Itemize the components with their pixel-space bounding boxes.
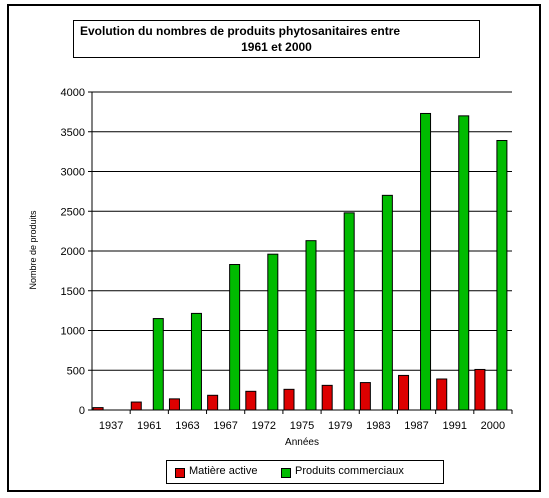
- legend-swatch-green: [281, 468, 291, 478]
- y-tick-label: 500: [67, 365, 85, 377]
- y-tick-label: 0: [79, 405, 85, 417]
- bar-matiere-active: [359, 382, 371, 411]
- y-tick-label: 2000: [61, 246, 85, 258]
- x-tick-label: 1967: [213, 420, 237, 432]
- x-tick-label: 1961: [137, 420, 161, 432]
- x-tick-label: 1991: [442, 420, 466, 432]
- y-axis-label: Nombre de produits: [28, 210, 38, 290]
- bar-matiere-active: [283, 388, 295, 411]
- y-tick-label: 1500: [61, 286, 85, 298]
- x-tick-label: 1972: [252, 420, 276, 432]
- y-tick-label: 3000: [61, 167, 85, 179]
- bar-produits-commerciaux: [190, 312, 202, 411]
- bar-produits-commerciaux: [343, 212, 355, 411]
- bar-matiere-active: [130, 401, 142, 411]
- bar-produits-commerciaux: [381, 194, 393, 411]
- bar-matiere-active: [207, 394, 219, 411]
- bar-produits-commerciaux: [420, 112, 432, 411]
- x-tick-label: 1937: [99, 420, 123, 432]
- bar-matiere-active: [436, 378, 448, 411]
- bar-produits-commerciaux: [458, 115, 470, 411]
- bar-produits-commerciaux: [496, 139, 508, 411]
- y-tick-label: 3500: [61, 127, 85, 139]
- legend-label: Matière active: [189, 465, 258, 477]
- bar-produits-commerciaux: [305, 240, 317, 411]
- legend: Matière active Produits commerciaux: [166, 460, 444, 484]
- chart-title-line2: 1961 et 2000: [241, 40, 312, 54]
- bar-matiere-active: [474, 368, 486, 411]
- y-tick-label: 1000: [61, 326, 85, 338]
- x-tick-label: 1963: [175, 420, 199, 432]
- chart-title-line1: Evolution du nombres de produits phytosa…: [80, 24, 401, 38]
- bar-matiere-active: [321, 384, 333, 411]
- bar-matiere-active: [245, 390, 257, 411]
- x-axis-label: Années: [285, 437, 319, 448]
- y-tick-label: 2500: [61, 206, 85, 218]
- bar-produits-commerciaux: [229, 264, 241, 411]
- x-tick-label: 1979: [328, 420, 352, 432]
- legend-swatch-red: [175, 468, 185, 478]
- x-tick-label: 1983: [366, 420, 390, 432]
- y-tick-label: 4000: [61, 87, 85, 99]
- bar-produits-commerciaux: [152, 318, 164, 411]
- chart-frame: [7, 4, 541, 492]
- x-tick-label: 1987: [404, 420, 428, 432]
- x-tick-label: 1975: [290, 420, 314, 432]
- bar-matiere-active: [398, 374, 410, 411]
- bar-matiere-active: [168, 398, 180, 411]
- legend-label: Produits commerciaux: [295, 465, 404, 477]
- bar-produits-commerciaux: [267, 253, 279, 411]
- x-tick-label: 2000: [481, 420, 505, 432]
- chart-title-box: Evolution du nombres de produits phytosa…: [73, 20, 480, 58]
